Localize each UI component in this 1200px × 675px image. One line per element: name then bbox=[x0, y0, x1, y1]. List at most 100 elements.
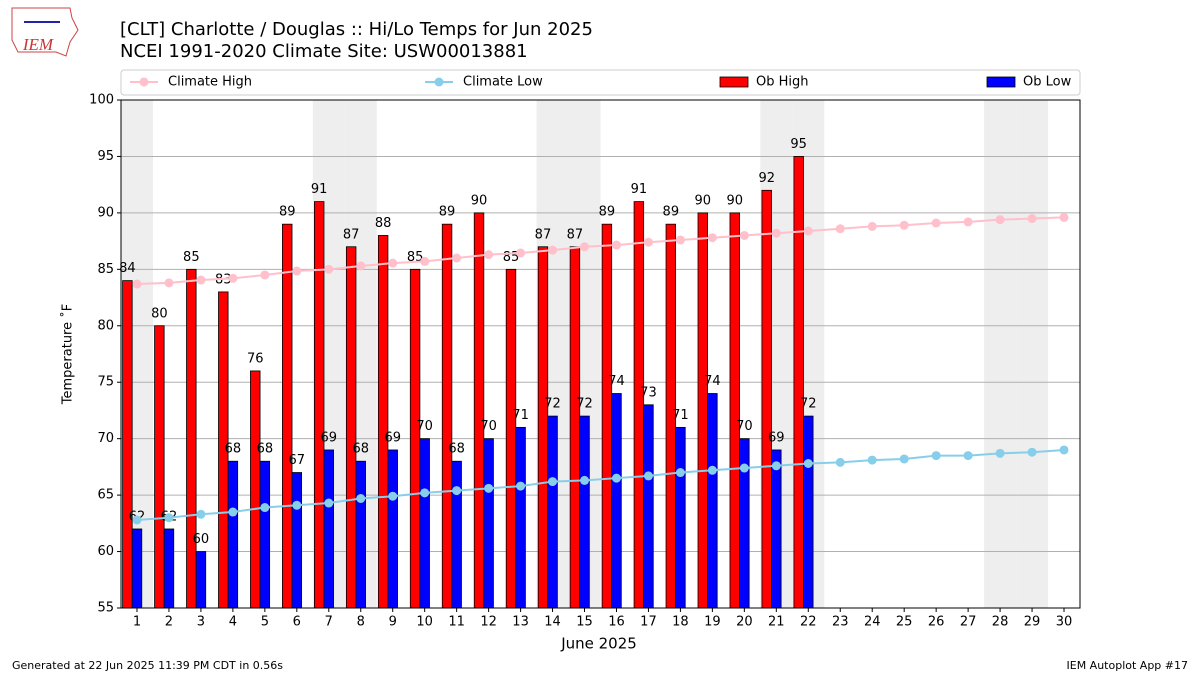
value-label: 80 bbox=[151, 306, 168, 321]
x-tick-label: 12 bbox=[480, 615, 497, 630]
line-marker bbox=[388, 491, 398, 501]
line-marker bbox=[196, 509, 206, 519]
x-tick-label: 6 bbox=[293, 615, 301, 630]
footer-left: Generated at 22 Jun 2025 11:39 PM CDT in… bbox=[12, 659, 283, 672]
value-label: 85 bbox=[183, 250, 200, 265]
bar bbox=[515, 426, 526, 609]
bar bbox=[707, 393, 718, 609]
y-tick-label: 65 bbox=[97, 488, 114, 503]
y-tick-label: 85 bbox=[97, 262, 114, 277]
line-marker bbox=[963, 217, 973, 227]
bar bbox=[122, 280, 133, 609]
logo-text: IEM bbox=[22, 35, 54, 54]
value-label: 87 bbox=[567, 227, 584, 242]
line-marker bbox=[516, 481, 526, 491]
footer-right: IEM Autoplot App #17 bbox=[1067, 659, 1189, 672]
value-label: 68 bbox=[352, 442, 369, 457]
logo: IEM bbox=[11, 7, 79, 57]
line-marker bbox=[867, 455, 877, 465]
bar bbox=[771, 449, 782, 609]
climate-line bbox=[136, 448, 1065, 521]
value-label: 83 bbox=[215, 272, 232, 287]
line-marker bbox=[1059, 212, 1069, 222]
value-label: 71 bbox=[512, 408, 529, 423]
value-label: 90 bbox=[695, 193, 712, 208]
line-marker bbox=[1059, 445, 1069, 455]
y-tick-label: 80 bbox=[97, 318, 114, 333]
line-marker bbox=[707, 465, 717, 475]
bar bbox=[505, 268, 517, 609]
value-label: 74 bbox=[704, 374, 721, 389]
line-marker bbox=[739, 230, 749, 240]
line-marker bbox=[452, 253, 462, 263]
bar bbox=[313, 201, 325, 609]
value-label: 74 bbox=[608, 374, 625, 389]
value-label: 89 bbox=[279, 205, 296, 220]
bar bbox=[537, 246, 549, 609]
bar bbox=[250, 370, 261, 609]
line-marker bbox=[931, 451, 941, 461]
x-tick-label: 14 bbox=[544, 615, 561, 630]
line-marker bbox=[643, 237, 653, 247]
bar bbox=[291, 472, 303, 609]
line-marker bbox=[260, 270, 270, 280]
line-marker bbox=[611, 473, 621, 483]
bar bbox=[675, 426, 686, 609]
line-marker bbox=[164, 513, 174, 523]
bar bbox=[451, 460, 462, 609]
bar bbox=[803, 415, 814, 609]
x-tick-label: 28 bbox=[992, 615, 1009, 630]
bar bbox=[163, 528, 175, 609]
line-marker bbox=[260, 503, 270, 513]
line-marker bbox=[803, 459, 813, 469]
line-marker bbox=[835, 224, 845, 234]
line-marker bbox=[484, 250, 494, 260]
x-tick-label: 8 bbox=[357, 615, 365, 630]
bar bbox=[227, 460, 239, 609]
x-tick-label: 21 bbox=[768, 615, 785, 630]
x-tick-label: 2 bbox=[165, 615, 173, 630]
legend-swatch bbox=[719, 76, 749, 88]
value-label: 87 bbox=[343, 227, 360, 242]
x-tick-label: 1 bbox=[133, 615, 141, 630]
y-tick-label: 55 bbox=[97, 601, 114, 616]
line-marker bbox=[132, 279, 142, 289]
value-label: 88 bbox=[375, 216, 392, 231]
bar bbox=[154, 325, 165, 609]
x-tick-label: 13 bbox=[512, 615, 529, 630]
bar bbox=[697, 212, 708, 609]
bar bbox=[579, 415, 590, 609]
bar bbox=[761, 189, 772, 609]
legend-swatch bbox=[986, 76, 1016, 88]
x-axis-label: June 2025 bbox=[560, 635, 637, 653]
line-marker bbox=[516, 248, 526, 258]
line-marker bbox=[132, 515, 142, 525]
x-tick-label: 30 bbox=[1056, 615, 1073, 630]
bar bbox=[633, 201, 645, 609]
chart-title: [CLT] Charlotte / Douglas :: Hi/Lo Temps… bbox=[120, 19, 593, 40]
line-marker bbox=[324, 498, 334, 508]
line-marker bbox=[388, 258, 398, 268]
x-tick-label: 3 bbox=[197, 615, 205, 630]
legend-label: Ob Low bbox=[1023, 75, 1072, 90]
bar bbox=[195, 551, 207, 609]
line-marker bbox=[675, 235, 685, 245]
value-label: 71 bbox=[672, 408, 689, 423]
line-marker bbox=[580, 475, 590, 485]
y-tick-label: 100 bbox=[89, 93, 114, 108]
plot-frame bbox=[120, 99, 1081, 609]
value-label: 60 bbox=[193, 532, 210, 547]
value-label: 69 bbox=[768, 430, 785, 445]
bar bbox=[387, 449, 398, 609]
line-marker bbox=[580, 242, 590, 252]
x-tick-label: 5 bbox=[261, 615, 269, 630]
x-tick-label: 4 bbox=[229, 615, 237, 630]
bar bbox=[483, 438, 494, 609]
bar bbox=[419, 438, 430, 609]
y-tick-label: 60 bbox=[97, 544, 114, 559]
line-marker bbox=[899, 454, 909, 464]
line-marker bbox=[643, 471, 653, 481]
value-label: 91 bbox=[311, 182, 328, 197]
x-tick-label: 27 bbox=[960, 615, 977, 630]
line-marker bbox=[803, 226, 813, 236]
